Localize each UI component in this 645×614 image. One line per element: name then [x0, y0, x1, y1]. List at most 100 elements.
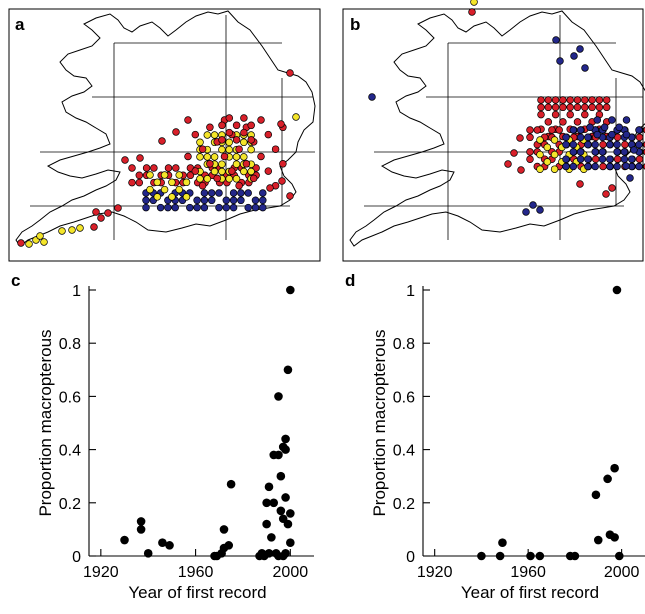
record-dot [146, 171, 154, 179]
record-dot [251, 196, 260, 205]
record-dot [635, 162, 643, 171]
record-dot [251, 203, 260, 212]
record-dot [608, 130, 616, 139]
y-tick-label: 0.4 [393, 443, 415, 460]
record-dot [215, 189, 223, 197]
x-tick-label: 1920 [417, 564, 453, 581]
record-dot [225, 145, 233, 154]
record-dot [559, 96, 567, 104]
record-dot [620, 148, 629, 156]
record-dot [602, 190, 610, 198]
data-point [136, 517, 146, 526]
record-dot [537, 110, 545, 119]
data-point [143, 549, 153, 558]
record-dot [595, 96, 604, 104]
x-tick-label: 2000 [604, 564, 640, 581]
record-dot [114, 204, 122, 212]
record-dot [184, 116, 192, 124]
record-dot [247, 145, 255, 154]
record-dot [164, 203, 172, 212]
record-dot [562, 133, 570, 142]
record-dot [160, 185, 169, 194]
record-dot [168, 193, 176, 201]
record-dot [158, 137, 166, 145]
record-dot [591, 140, 599, 149]
record-dot [551, 110, 560, 119]
record-dot [92, 208, 100, 216]
data-point [224, 541, 234, 550]
data-point [276, 471, 286, 481]
record-dot [543, 158, 552, 166]
record-dot [591, 155, 600, 163]
record-dot [142, 164, 151, 172]
y-tick-label: 0.6 [59, 389, 81, 406]
record-dot [222, 196, 231, 205]
x-tick-label: 1960 [178, 564, 214, 581]
record-dot [206, 123, 214, 132]
y-tick-label: 0.8 [59, 336, 81, 353]
data-point [281, 445, 290, 454]
record-dot [286, 69, 294, 77]
record-dot [232, 175, 241, 183]
data-point [136, 525, 146, 534]
record-dot [569, 140, 578, 149]
record-dot [237, 196, 245, 205]
record-dot [526, 126, 534, 134]
record-dot [622, 130, 631, 139]
record-dot [135, 178, 144, 187]
record-dot [240, 128, 248, 137]
record-dot [150, 164, 158, 172]
record-dot [569, 162, 578, 171]
record-dot [551, 96, 560, 104]
data-point [286, 285, 295, 295]
record-dot [606, 140, 614, 149]
record-dot [613, 162, 621, 171]
record-dot [277, 120, 285, 128]
y-tick-label: 0 [406, 549, 415, 566]
record-dot [600, 123, 609, 132]
record-dot [121, 156, 129, 164]
data-point [165, 541, 174, 550]
panel-label-a: a [15, 15, 25, 34]
record-dot [240, 167, 248, 176]
record-dot [576, 148, 585, 156]
record-dot [225, 128, 234, 137]
record-dot [175, 171, 183, 179]
record-dot [203, 175, 212, 183]
record-dot [626, 174, 634, 182]
record-dot [186, 171, 195, 180]
record-dot [630, 146, 638, 154]
record-dot [222, 203, 231, 212]
record-dot [591, 162, 599, 171]
x-axis-title: Year of first record [461, 583, 599, 602]
record-dot [228, 167, 236, 175]
record-dot [232, 153, 241, 161]
record-dot [595, 103, 604, 112]
y-tick-label: 1 [406, 283, 415, 300]
record-dot [259, 196, 267, 205]
data-point [264, 482, 274, 492]
y-tick-label: 0.4 [59, 443, 81, 460]
map-frame-a [8, 8, 321, 262]
record-dot [286, 192, 294, 200]
record-dot [90, 223, 98, 231]
data-point [274, 392, 283, 401]
record-dot [257, 116, 265, 124]
record-dot [550, 150, 559, 159]
record-dot [622, 116, 631, 124]
record-dot [599, 162, 607, 171]
record-dot [218, 167, 226, 176]
record-dot [570, 52, 578, 60]
record-dot [608, 184, 616, 192]
panel-label-c: c [11, 271, 20, 290]
record-dot [581, 110, 589, 119]
record-dot [135, 171, 144, 180]
record-dot [581, 103, 589, 112]
record-dot [613, 140, 621, 149]
record-dot [264, 130, 273, 139]
y-tick-label: 0 [72, 549, 81, 566]
record-dot [242, 160, 251, 168]
record-dot [559, 118, 567, 126]
record-dot [220, 152, 229, 161]
